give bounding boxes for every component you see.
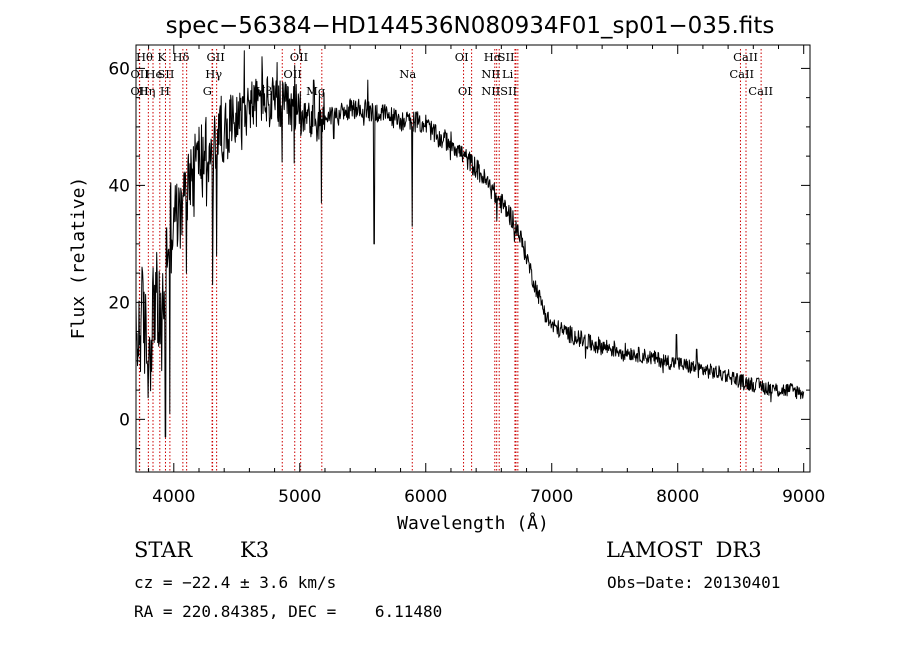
line-label: Hη — [139, 84, 156, 98]
x-tick-label: 7000 — [530, 487, 573, 507]
line-label: G — [203, 84, 212, 98]
y-axis-tick-labels: 0 20 40 60 — [108, 59, 130, 430]
line-label: OⅠⅠ — [283, 67, 302, 81]
line-label: CaⅠⅠ — [729, 67, 754, 81]
line-label: Hθ — [136, 50, 153, 64]
line-label: K — [157, 50, 166, 64]
line-label: Li — [502, 67, 514, 81]
x-tick-label: 8000 — [656, 487, 699, 507]
line-label: CaⅠⅠ — [733, 50, 758, 64]
y-tick-label: 0 — [119, 410, 130, 430]
y-tick-label: 40 — [108, 176, 130, 196]
line-label: SⅠⅠ — [157, 67, 174, 81]
redshift-velocity: cz = −22.4 ± 3.6 km/s — [134, 573, 337, 592]
line-label: He — [145, 67, 162, 81]
line-label: NⅠⅠ — [481, 84, 500, 98]
line-label: Hγ — [205, 67, 222, 81]
line-label: OⅠⅠ — [130, 67, 149, 81]
x-axis-tick-labels: 4000 5000 6000 7000 8000 9000 — [152, 487, 825, 507]
spectral-subclass: K3 — [240, 538, 270, 562]
x-tick-label: 6000 — [404, 487, 447, 507]
observation-date: Obs−Date: 20130401 — [607, 573, 781, 592]
y-axis-label: Flux (relative) — [68, 177, 89, 340]
line-label: NⅠⅠ — [481, 67, 500, 81]
line-label: Mg — [306, 84, 326, 98]
x-tick-label: 4000 — [152, 487, 195, 507]
line-label: SⅠⅠ — [500, 84, 517, 98]
x-tick-label: 9000 — [782, 487, 825, 507]
x-tick-label: 5000 — [278, 487, 321, 507]
y-tick-label: 60 — [108, 59, 130, 79]
line-label: Na — [399, 67, 416, 81]
axis-ticks — [136, 45, 810, 472]
line-label: OⅠⅠ — [130, 84, 149, 98]
survey-release: LAMOST DR3 — [606, 538, 762, 562]
line-label: H — [160, 84, 170, 98]
coordinates: RA = 220.84385, DEC = 6.11480 — [134, 602, 443, 621]
x-axis-label: Wavelength (Å) — [397, 512, 549, 534]
spectrum-series-line — [135, 50, 805, 438]
y-tick-label: 20 — [108, 293, 130, 313]
spectral-line-markers — [138, 49, 762, 472]
chart-title: spec−56384−HD144536N080934F01_sp01−035.f… — [166, 13, 775, 39]
line-label: OⅠⅠ — [290, 50, 309, 64]
line-label: SⅠⅠ — [498, 50, 515, 64]
line-label: Hα — [484, 50, 502, 64]
plot-frame — [135, 44, 811, 473]
line-label: OⅠ — [458, 84, 472, 98]
object-class: STAR — [134, 538, 193, 562]
line-label: GⅠⅠ — [207, 50, 225, 64]
line-label: CaⅠⅠ — [748, 84, 773, 98]
line-label: Hδ — [173, 50, 190, 64]
line-label: OⅠ — [455, 50, 469, 64]
